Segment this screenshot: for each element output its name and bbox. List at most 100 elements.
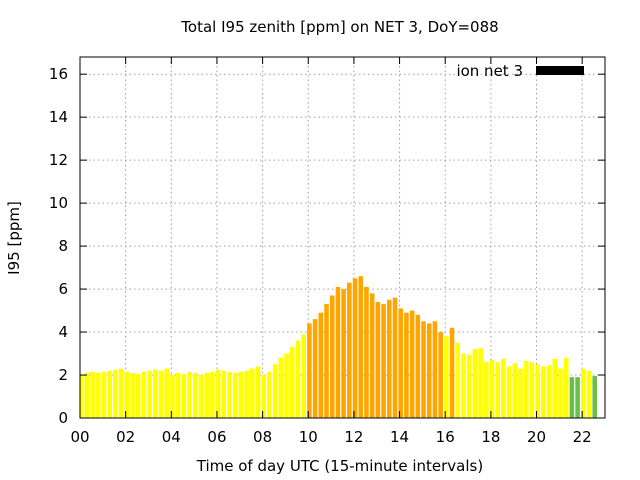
bar [198,375,204,418]
bar [369,293,375,418]
bar [364,286,369,418]
bar [358,276,364,418]
x-tick-label: 14 [390,428,409,446]
bar [210,371,215,418]
bar [421,321,426,418]
y-tick-label: 12 [49,151,68,169]
bar [90,371,95,418]
bar [535,364,540,418]
bar [124,371,130,418]
bar [341,289,346,418]
bar [272,364,278,418]
bar [329,295,335,418]
bar [592,376,598,418]
plot-frame [79,56,606,419]
bar [164,368,170,418]
bar [204,372,209,418]
bar [312,319,318,418]
bar [352,278,358,418]
y-tick-label: 16 [49,65,68,83]
bar [426,323,432,418]
bar [432,321,438,418]
bar [558,368,563,418]
bar [415,314,421,418]
bar [158,370,164,418]
bar [398,308,403,418]
bar [215,369,221,418]
bar [506,366,512,418]
bar [501,358,506,418]
bar [187,371,192,418]
bar [80,375,84,418]
x-tick-label: 02 [116,428,135,446]
bar [404,312,409,418]
bar [381,304,386,418]
bar [192,372,198,418]
y-tick-label: 14 [49,108,68,126]
y-tick-label: 6 [58,280,68,298]
bar [438,332,443,418]
bar [153,369,158,418]
bar [181,373,187,418]
bar [130,372,135,418]
bar [232,372,238,418]
bar [307,323,312,418]
bar [101,371,107,418]
bar [84,372,90,418]
bar [295,340,301,418]
bar [244,370,249,418]
bar [261,375,267,418]
bar [518,368,523,418]
y-tick-label: 4 [58,323,68,341]
bar [512,363,518,418]
legend: ion net 3 [456,62,584,80]
x-tick-label: 08 [253,428,272,446]
x-tick-label: 20 [527,428,546,446]
bar [227,371,232,418]
bar [409,310,415,418]
legend-swatch [536,66,584,75]
bar [175,372,181,418]
bar [238,371,244,418]
bar [495,362,500,418]
x-tick-label: 06 [207,428,226,446]
bar [444,336,449,418]
bar [455,342,461,418]
bar [586,370,592,418]
bar [541,366,546,418]
bar [147,370,152,418]
bar [113,369,118,418]
x-tick-label: 22 [573,428,592,446]
chart-title: Total I95 zenith [ppm] on NET 3, DoY=088 [180,18,498,36]
x-tick-label: 00 [70,428,89,446]
bar [581,368,586,418]
x-tick-label: 04 [162,428,181,446]
bar [546,365,552,418]
x-tick-label: 10 [299,428,318,446]
bar [95,372,101,418]
bar [569,377,575,418]
bar [575,377,580,418]
bars [80,276,598,418]
bar [267,371,272,418]
bar [478,348,483,418]
bar [221,370,227,418]
bar [250,368,255,418]
y-axis-label: I95 [ppm] [5,201,23,275]
bar [484,362,489,418]
y-tick-label: 8 [58,237,68,255]
x-tick-label: 16 [436,428,455,446]
bar [170,375,175,418]
grid [80,57,605,418]
legend-label: ion net 3 [456,62,523,80]
bar [107,370,112,418]
x-axis-label: Time of day UTC (15-minute intervals) [196,457,483,475]
bar [347,282,352,418]
bar [135,373,141,418]
bar [552,358,558,418]
bar [284,353,289,418]
bar [392,297,398,418]
bar [255,366,261,418]
bar [449,327,455,418]
